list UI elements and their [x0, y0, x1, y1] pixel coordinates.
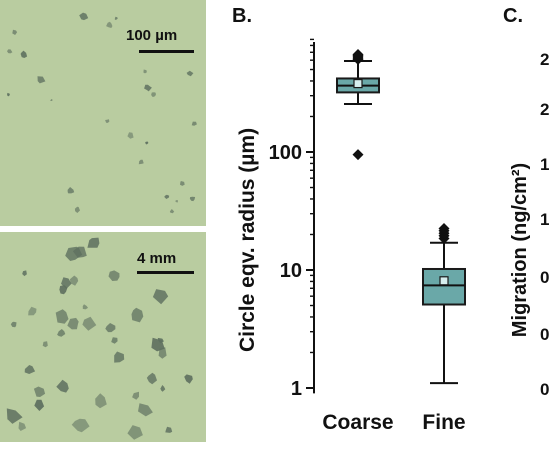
fine-particle [169, 209, 175, 214]
coarse-particle [108, 270, 120, 281]
coarse-particle [22, 270, 27, 277]
coarse-particle [160, 385, 166, 392]
fine-particle [7, 49, 13, 54]
fine-particle [164, 194, 170, 199]
x-tick-label-coarse: Coarse [322, 411, 393, 434]
coarse-particle [184, 374, 193, 384]
coarse-particle [127, 425, 143, 440]
panel-c: Migration (ng/cm²) 2 2 1 1 0 0 0 [496, 0, 550, 450]
migration-tick-label: 2 [540, 100, 550, 119]
migration-tick-label: 0 [540, 268, 550, 287]
fine-outlier [438, 222, 450, 234]
fine-particle [175, 200, 178, 203]
coarse-outlier [352, 149, 364, 161]
coarse-particle [132, 391, 139, 400]
coarse-particle [158, 347, 167, 359]
fine-particle [74, 206, 80, 213]
y-axis-label: Circle eqv. radius (µm) [236, 128, 259, 352]
coarse-particle [18, 421, 27, 431]
micrograph-coarse: 4 mm [0, 232, 206, 442]
coarse-particle [146, 372, 157, 385]
coarse-particle [105, 323, 116, 333]
fine-particle [145, 141, 149, 145]
coarse-particle [138, 403, 153, 417]
coarse-particle [165, 426, 173, 433]
fine-particle [138, 159, 144, 165]
y-tick-label-100: 100 [269, 142, 302, 164]
coarse-particle [114, 351, 125, 363]
panel-c-axis-area: Migration (ng/cm²) [509, 163, 531, 337]
fine-particle [186, 70, 194, 77]
migration-tick-label: 0 [540, 380, 550, 399]
coarse-particle [42, 341, 48, 348]
fine-particle [12, 29, 18, 35]
box-plot: Circle eqv. radius (µm) 1 10 100 Coarse Fin… [236, 38, 466, 434]
boxes [336, 49, 466, 385]
coarse-particle [131, 307, 144, 323]
fine-particle [105, 119, 110, 123]
coarse-particle [95, 393, 107, 409]
panel-letter-b: B. [232, 5, 252, 27]
migration-tick-label: 1 [540, 210, 550, 229]
fine-particle [79, 12, 89, 21]
fine-particle [189, 196, 196, 202]
coarse-particle [28, 306, 37, 316]
scale-label-top: 100 µm [126, 27, 178, 44]
fine-particle [7, 92, 10, 97]
coarse-particle [152, 289, 169, 305]
fine-particle [106, 21, 113, 28]
migration-tick-label: 2 [540, 50, 550, 69]
fine-particle [20, 50, 28, 58]
y-tick-label-10: 10 [280, 260, 302, 282]
coarse-particle [10, 321, 17, 328]
coarse-particle [56, 379, 69, 393]
coarse-mean [353, 78, 363, 89]
fine-particle [114, 16, 118, 20]
migration-tick-label: 1 [540, 155, 550, 174]
coarse-particle [82, 304, 88, 310]
coarse-particle [6, 408, 23, 424]
scale-label-bottom: 4 mm [137, 250, 177, 267]
fine-particle [50, 99, 53, 101]
x-tick-label-fine: Fine [422, 411, 465, 434]
fine-particle [191, 121, 197, 126]
coarse-particle [72, 246, 87, 258]
coarse-particle [57, 329, 66, 337]
coarse-particle [59, 285, 68, 295]
coarse-particle [71, 418, 90, 433]
particle-layer-bottom [6, 237, 193, 440]
fine-box [422, 267, 466, 306]
migration-tick-label: 0 [540, 325, 550, 344]
coarse-particle [82, 316, 97, 331]
micrograph-fine: 100 µm [0, 0, 206, 226]
y-tick-label-1: 1 [291, 378, 302, 400]
coarse-particle [69, 275, 79, 286]
fine-particle [67, 187, 75, 194]
migration-y-label: Migration (ng/cm²) [509, 163, 531, 337]
coarse-particle [33, 386, 46, 397]
panel-letter-c: C. [503, 5, 523, 27]
fine-particle [37, 76, 46, 84]
coarse-particle [24, 365, 36, 374]
fine-particle [180, 181, 185, 186]
fine-particle [127, 132, 134, 139]
fine-mean [439, 276, 449, 286]
coarse-particle [87, 237, 100, 248]
fine-particle [151, 92, 156, 97]
particle-layer-top [7, 12, 197, 214]
coarse-particle [111, 337, 118, 344]
x-tick-labels: Coarse Fine [322, 411, 465, 434]
coarse-particle [67, 317, 79, 330]
coarse-particle [34, 399, 45, 411]
y-ticks: 1 10 100 [269, 38, 314, 400]
coarse-particle [157, 337, 164, 344]
coarse-outlier [352, 49, 364, 61]
scale-bar-top [139, 50, 194, 53]
coarse-particle [55, 309, 69, 324]
fine-particle [144, 84, 152, 92]
scale-bar-bottom [137, 271, 194, 274]
fine-particle [143, 69, 147, 74]
